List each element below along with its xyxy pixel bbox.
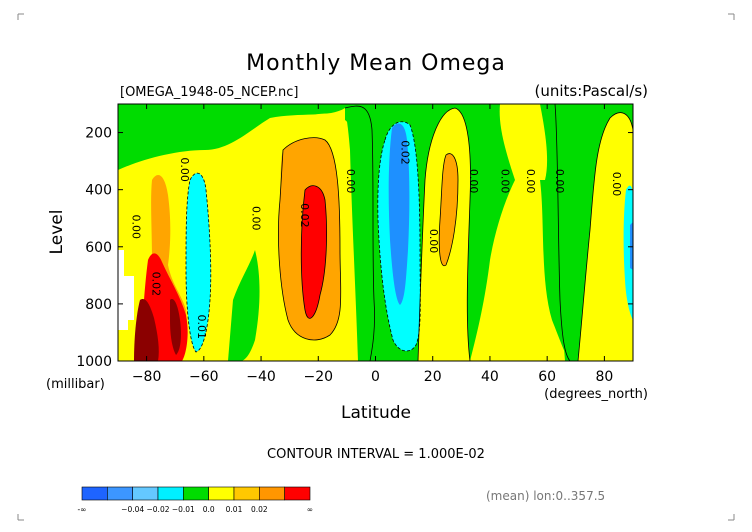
contour-line: [438, 153, 459, 267]
contour-label: 0.01: [195, 314, 208, 339]
contour-labels: 0.00 0.02 0.00 0.01 0.00 0.02 0.00 0.02 0.00 0.00…: [129, 140, 623, 339]
band-yellow-far-east: [578, 112, 633, 362]
contour-label: 0.00: [498, 169, 511, 194]
contour-line: [185, 172, 212, 353]
colorbar-label: 0.0: [203, 505, 215, 514]
contour-lines: [185, 103, 634, 362]
band-yellow-east2: [470, 180, 570, 361]
x-tick-label: 60: [538, 369, 556, 385]
colorbar-swatch: [183, 486, 209, 501]
y-tick-label: 800: [85, 297, 112, 313]
x-tick-label: 20: [424, 369, 442, 385]
y-tick-label: 1000: [76, 354, 112, 370]
y-axis-units: (millibar): [46, 377, 105, 392]
contour-label: 0.02: [398, 140, 411, 165]
units-label: (units:Pascal/s): [535, 82, 649, 100]
colorbar: -∞ −0.04 −0.02 −0.01 0.0 0.01 0.02 ∞: [78, 486, 313, 514]
contour-label: 0.02: [149, 272, 162, 297]
contour-label: 0.00: [129, 215, 142, 240]
contour-label: 0.00: [524, 169, 537, 194]
band-green-tongue-2: [345, 106, 375, 361]
x-tick-label: −20: [304, 369, 334, 385]
contour-line: [377, 121, 421, 352]
colorbar-label: −0.02: [147, 505, 170, 514]
contour-line: [554, 103, 571, 362]
band-green-tongue-3: [554, 104, 581, 361]
y-axis-label: Level: [47, 210, 67, 255]
colorbar-swatch: [107, 486, 133, 501]
chart-title: Monthly Mean Omega: [246, 51, 506, 76]
colorbar-label: -∞: [78, 505, 87, 514]
x-tick-label: 80: [595, 369, 613, 385]
contour-label: 0.00: [553, 169, 566, 194]
colorbar-label: 0.02: [251, 505, 268, 514]
mean-text: (mean) lon:0..357.5: [486, 489, 605, 503]
band-red-south: [301, 185, 327, 319]
colorbar-swatch: [233, 486, 260, 501]
band-dark-red-antarctic: [134, 299, 159, 361]
band-cyan-west: [186, 173, 211, 352]
y-axis: 200 400 600 800 1000: [76, 126, 633, 370]
y-tick-label: 600: [85, 240, 112, 256]
colorbar-swatch: [157, 486, 184, 501]
colorbar-swatch: [208, 486, 235, 501]
contour-label: 0.00: [178, 157, 191, 182]
colorbar-swatch: [81, 486, 108, 501]
contour-label: 0.00: [249, 206, 262, 231]
contour-label: 0.00: [610, 172, 623, 197]
x-axis-label: Latitude: [341, 403, 411, 423]
contour-label: 0.00: [467, 169, 480, 194]
band-green-tongue-west: [118, 104, 200, 142]
colorbar-swatch: [284, 486, 311, 501]
x-tick-label: −60: [189, 369, 219, 385]
band-blue-east-edge: [630, 222, 633, 270]
colorbar-label: −0.01: [172, 505, 195, 514]
contour-line: [577, 112, 634, 362]
colorbar-swatch: [259, 486, 285, 501]
colorbar-label: −0.04: [121, 505, 144, 514]
x-tick-label: 40: [481, 369, 499, 385]
colorbar-swatch: [132, 486, 159, 501]
contour-label: 0.00: [427, 229, 440, 254]
contour-label: 0.02: [298, 203, 311, 228]
colorbar-label: ∞: [307, 505, 313, 514]
band-dark-red-core: [170, 299, 181, 355]
contour-line: [300, 185, 327, 319]
x-tick-label: 0: [371, 369, 380, 385]
crop-marks: [17, 13, 735, 521]
contour-line: [417, 107, 471, 362]
contour-line: [278, 137, 342, 341]
colorbar-label: 0.01: [226, 505, 243, 514]
band-orange-east: [439, 153, 458, 266]
x-axis: −80 −60 −40 −20 0 20 40 60 80: [132, 104, 613, 385]
y-tick-label: 200: [85, 126, 112, 142]
contour-line: [344, 105, 375, 362]
x-tick-label: −40: [246, 369, 276, 385]
band-green-tongue-mid: [228, 250, 260, 361]
x-axis-units: (degrees_north): [544, 387, 648, 402]
band-undefined-antarctica: [118, 250, 134, 330]
x-tick-label: −80: [132, 369, 162, 385]
contour-fill: [118, 104, 633, 362]
band-yellow-gap: [499, 104, 548, 180]
contour-interval-text: CONTOUR INTERVAL = 1.000E-02: [267, 447, 485, 462]
y-tick-label: 400: [85, 183, 112, 199]
file-label: [OMEGA_1948-05_NCEP.nc]: [120, 85, 298, 100]
contour-label: 0.00: [344, 169, 357, 194]
band-cyan-east-edge: [623, 185, 633, 320]
band-blue-equator: [388, 123, 410, 305]
